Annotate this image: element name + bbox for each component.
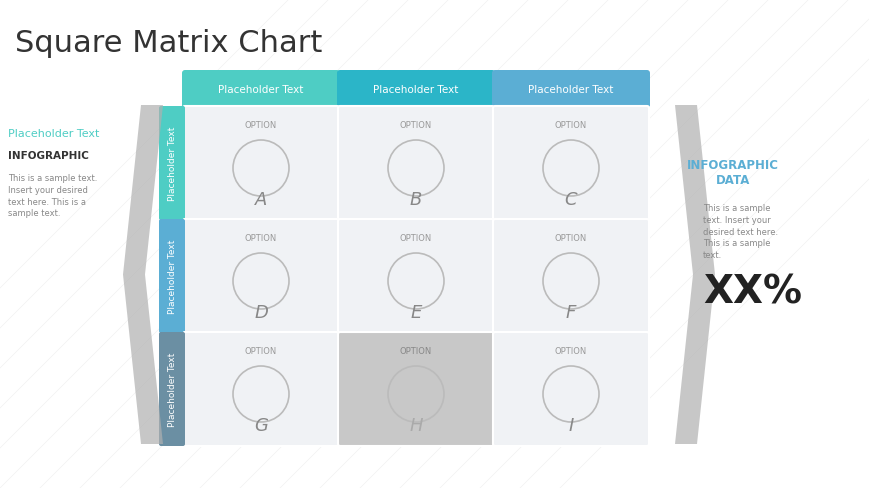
Text: Square Matrix Chart: Square Matrix Chart [15, 29, 322, 58]
Text: INFOGRAPHIC: INFOGRAPHIC [8, 151, 89, 161]
Text: D: D [254, 304, 268, 321]
Text: INFOGRAPHIC
DATA: INFOGRAPHIC DATA [687, 159, 778, 186]
Text: G: G [254, 416, 268, 434]
Text: F: F [565, 304, 575, 321]
FancyBboxPatch shape [338, 220, 494, 333]
Text: OPTION: OPTION [554, 121, 587, 130]
Text: Placeholder Text: Placeholder Text [168, 352, 176, 427]
FancyBboxPatch shape [182, 71, 340, 109]
Text: This is a sample text.
Insert your desired
text here. This is a
sample text.: This is a sample text. Insert your desir… [8, 174, 97, 218]
Text: A: A [255, 191, 267, 208]
FancyBboxPatch shape [159, 332, 185, 446]
Text: OPTION: OPTION [400, 346, 432, 355]
Text: OPTION: OPTION [244, 234, 277, 243]
Text: C: C [564, 191, 577, 208]
Text: H: H [408, 416, 422, 434]
Text: I: I [567, 416, 573, 434]
FancyBboxPatch shape [336, 71, 494, 109]
FancyBboxPatch shape [492, 71, 649, 109]
FancyBboxPatch shape [493, 332, 648, 446]
Polygon shape [123, 106, 163, 444]
Text: Placeholder Text: Placeholder Text [168, 126, 176, 201]
Text: OPTION: OPTION [400, 121, 432, 130]
FancyBboxPatch shape [493, 220, 648, 333]
Text: OPTION: OPTION [400, 234, 432, 243]
FancyBboxPatch shape [182, 220, 339, 333]
FancyBboxPatch shape [338, 332, 494, 446]
Text: XX%: XX% [703, 273, 801, 311]
Polygon shape [674, 106, 714, 444]
Text: OPTION: OPTION [554, 234, 587, 243]
FancyBboxPatch shape [182, 107, 339, 221]
Text: Placeholder Text: Placeholder Text [218, 85, 303, 95]
Text: OPTION: OPTION [244, 346, 277, 355]
FancyBboxPatch shape [338, 107, 494, 221]
Text: Placeholder Text: Placeholder Text [168, 239, 176, 314]
FancyBboxPatch shape [159, 107, 185, 221]
Text: OPTION: OPTION [554, 346, 587, 355]
FancyBboxPatch shape [159, 220, 185, 333]
Text: E: E [410, 304, 421, 321]
Text: Placeholder Text: Placeholder Text [527, 85, 613, 95]
Text: B: B [409, 191, 421, 208]
Text: Placeholder Text: Placeholder Text [373, 85, 458, 95]
Text: This is a sample
text. Insert your
desired text here.
This is a sample
text.: This is a sample text. Insert your desir… [702, 203, 777, 260]
FancyBboxPatch shape [182, 332, 339, 446]
Text: Placeholder Text: Placeholder Text [8, 129, 99, 139]
FancyBboxPatch shape [493, 107, 648, 221]
Text: OPTION: OPTION [244, 121, 277, 130]
